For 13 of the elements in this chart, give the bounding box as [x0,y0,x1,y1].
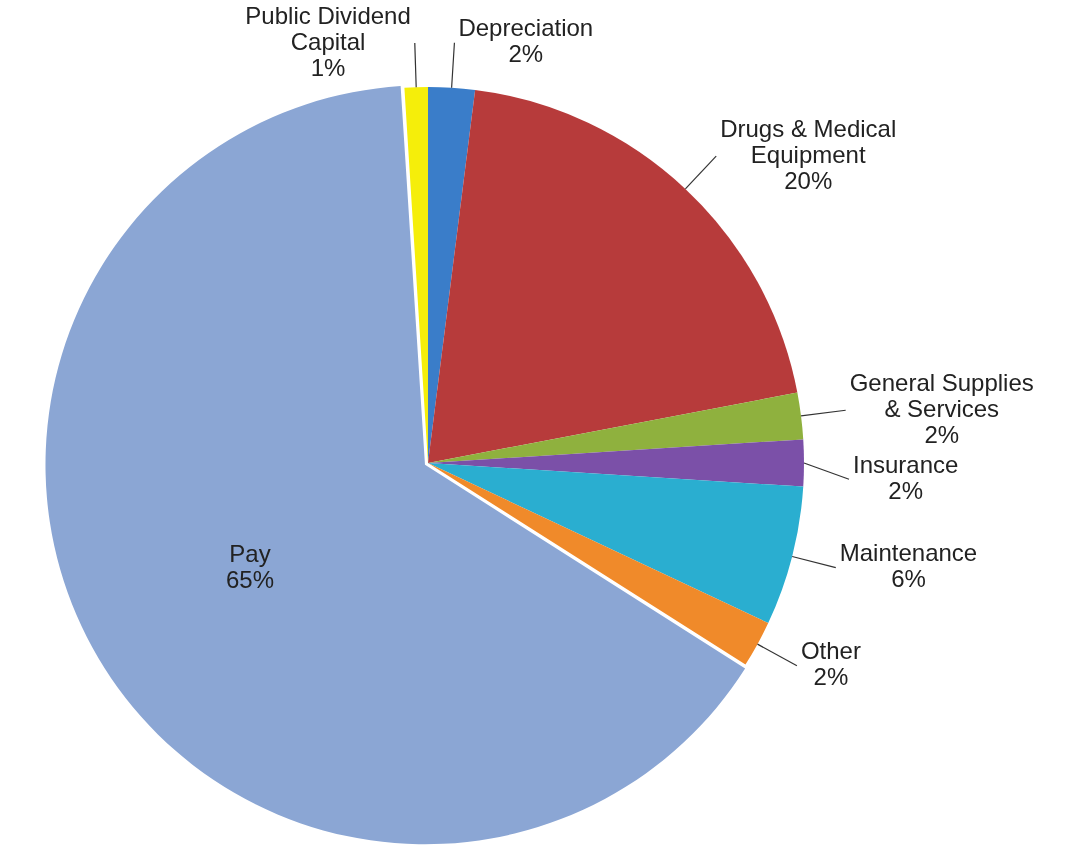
slice-label: Other [800,637,861,665]
slice-label: Drugs & Medical Equipment [720,114,897,168]
slice-label: General Supplies & Services [849,368,1034,422]
slice-label: Pay [229,539,271,567]
data-label: 6% [891,565,926,593]
slice-label: Maintenance [839,539,978,567]
data-label: 2% [888,476,924,504]
slice-label: Insurance [853,450,959,478]
slice-label: Depreciation [458,14,594,42]
data-label: 2% [813,663,849,691]
slice-label: Public Dividend Capital [245,1,411,55]
data-label: 2% [508,40,544,68]
data-label: 2% [924,420,960,448]
